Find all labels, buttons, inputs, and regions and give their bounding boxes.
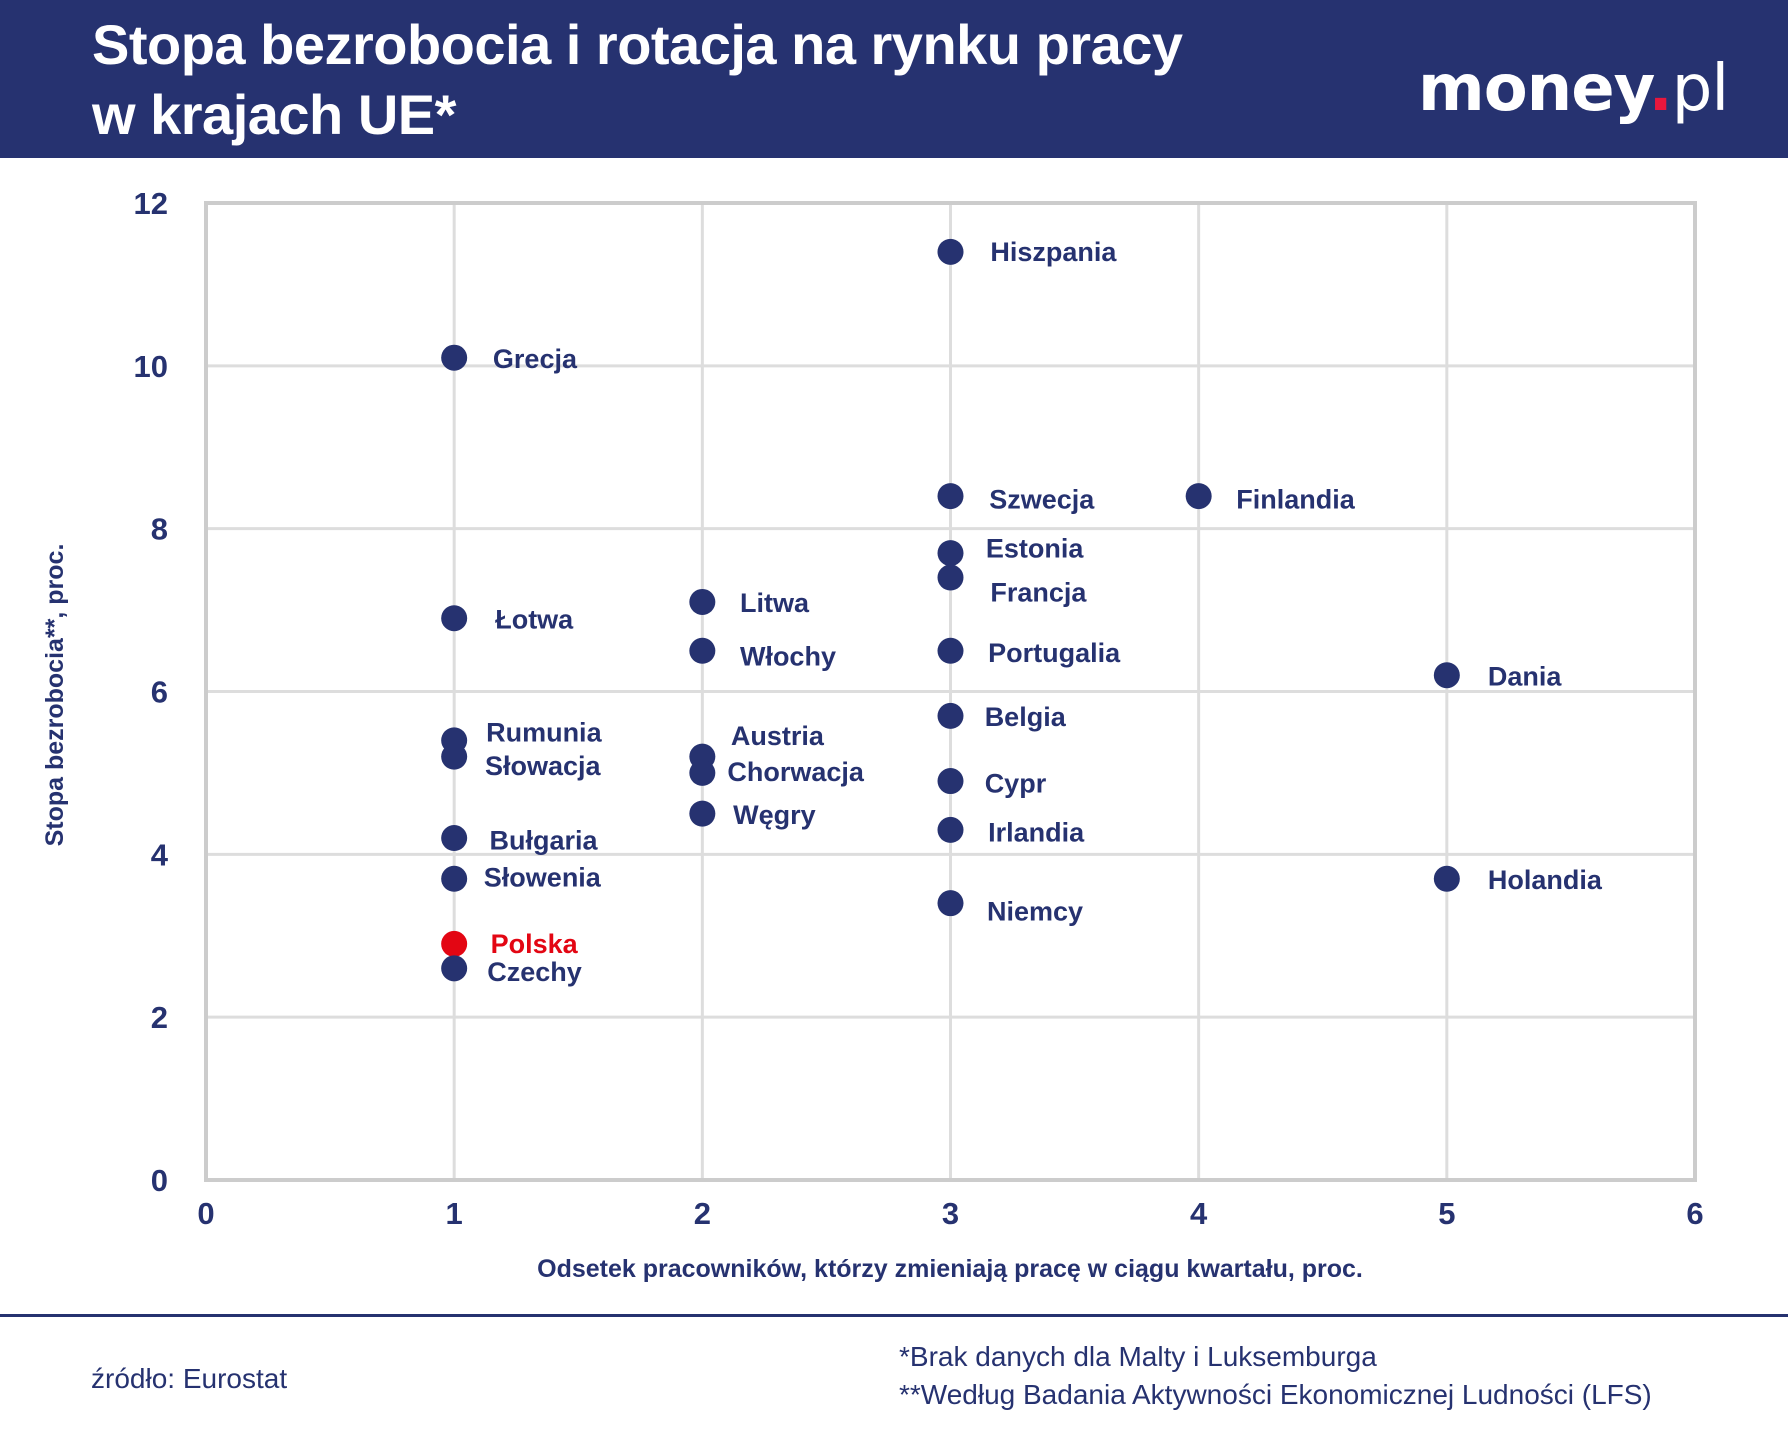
data-point xyxy=(441,743,468,770)
data-point xyxy=(937,637,964,664)
y-tick-label: 4 xyxy=(151,837,169,872)
data-point xyxy=(937,890,964,917)
y-tick-label: 6 xyxy=(151,675,168,710)
point-label: Portugalia xyxy=(988,638,1121,668)
point-label: Słowacja xyxy=(485,751,602,781)
data-point xyxy=(689,759,716,786)
data-point xyxy=(937,238,964,265)
x-tick-label: 0 xyxy=(197,1196,214,1231)
data-point xyxy=(937,540,964,567)
x-axis-title: Odsetek pracowników, którzy zmieniają pr… xyxy=(537,1255,1363,1283)
y-tick-label: 8 xyxy=(151,512,168,547)
data-point xyxy=(441,930,468,957)
data-point xyxy=(441,955,468,982)
point-label: Czechy xyxy=(487,957,582,987)
point-label: Litwa xyxy=(740,588,810,618)
footer-divider xyxy=(0,1314,1788,1317)
point-label: Niemcy xyxy=(987,896,1083,926)
data-point xyxy=(441,344,468,371)
data-point xyxy=(937,483,964,510)
point-label: Bułgaria xyxy=(490,825,599,855)
point-label: Cypr xyxy=(985,768,1047,798)
point-label: Słowenia xyxy=(484,863,602,893)
data-point xyxy=(689,800,716,827)
data-point xyxy=(441,825,468,852)
data-point xyxy=(441,605,468,632)
point-label: Rumunia xyxy=(486,717,602,747)
y-tick-label: 0 xyxy=(151,1163,168,1198)
y-tick-label: 10 xyxy=(134,349,168,384)
title-line-2: w krajach UE* xyxy=(92,83,456,146)
data-point xyxy=(1433,662,1460,689)
point-label: Francja xyxy=(990,577,1087,607)
data-point xyxy=(937,768,964,795)
footnote-2: **Według Badania Aktywności Ekonomicznej… xyxy=(899,1379,1652,1410)
source-note: źródło: Eurostat xyxy=(91,1363,288,1394)
point-label: Polska xyxy=(491,929,579,959)
point-label: Finlandia xyxy=(1236,485,1355,515)
data-point xyxy=(1433,865,1460,892)
x-tick-label: 4 xyxy=(1190,1196,1208,1231)
chart-title: Stopa bezrobocia i rotacja na rynku prac… xyxy=(92,10,1392,150)
x-tick-label: 6 xyxy=(1686,1196,1703,1231)
data-point xyxy=(937,702,964,729)
point-label: Holandia xyxy=(1488,865,1603,895)
plot-frame xyxy=(204,201,1697,1182)
x-tick-label: 1 xyxy=(446,1196,463,1231)
footnote-1: *Brak danych dla Malty i Luksemburga xyxy=(899,1341,1377,1372)
y-axis-title: Stopa bezrobocia**, proc. xyxy=(41,544,69,847)
data-point xyxy=(1185,483,1212,510)
footnotes: *Brak danych dla Malty i Luksemburga **W… xyxy=(899,1338,1652,1414)
point-label: Chorwacja xyxy=(727,757,865,787)
title-line-1: Stopa bezrobocia i rotacja na rynku prac… xyxy=(92,13,1183,76)
point-label: Grecja xyxy=(493,344,578,374)
data-point xyxy=(689,637,716,664)
data-point xyxy=(937,564,964,591)
point-label: Austria xyxy=(731,721,825,751)
data-point xyxy=(441,865,468,892)
point-label: Belgia xyxy=(985,702,1067,732)
x-tick-label: 3 xyxy=(942,1196,959,1231)
point-label: Włochy xyxy=(740,642,836,672)
point-label: Dania xyxy=(1488,661,1563,691)
point-label: Szwecja xyxy=(989,485,1095,515)
x-tick-label: 5 xyxy=(1438,1196,1455,1231)
data-point xyxy=(689,588,716,615)
data-point xyxy=(937,816,964,843)
point-label: Irlandia xyxy=(988,817,1085,847)
header-banner: Stopa bezrobocia i rotacja na rynku prac… xyxy=(0,0,1788,158)
point-label: Hiszpania xyxy=(990,237,1117,267)
point-label: Łotwa xyxy=(495,604,574,634)
point-label: Estonia xyxy=(986,534,1085,564)
x-tick-label: 2 xyxy=(694,1196,711,1231)
money-pl-logo: money.pl xyxy=(1418,52,1729,126)
y-tick-label: 2 xyxy=(151,1000,168,1035)
point-label: Węgry xyxy=(733,800,816,830)
y-tick-label: 12 xyxy=(134,186,168,221)
